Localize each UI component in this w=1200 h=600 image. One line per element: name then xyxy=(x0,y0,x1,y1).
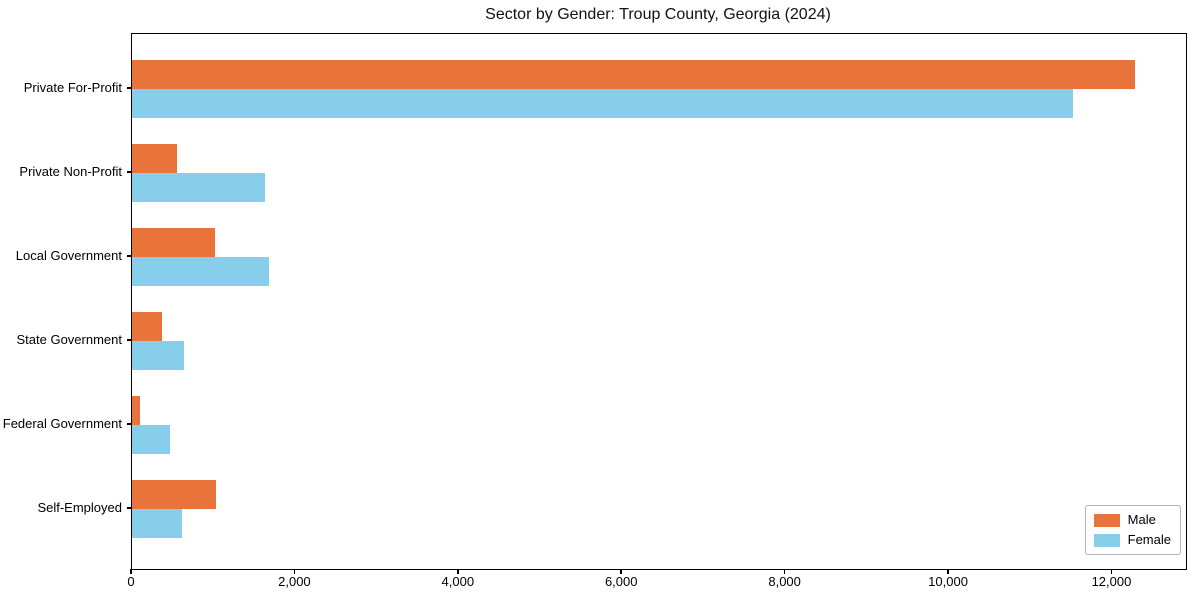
y-tick-mark xyxy=(127,339,132,341)
x-axis-tick-label: 10,000 xyxy=(928,574,968,589)
x-tick-mark xyxy=(293,569,296,574)
y-tick-mark xyxy=(127,171,132,173)
female-color-swatch xyxy=(1093,533,1120,547)
legend-item-female: Female xyxy=(1093,532,1171,547)
bar-female-federal-government xyxy=(132,425,171,454)
legend: Male Female xyxy=(1084,505,1181,555)
y-axis-label-private-non-profit: Private Non-Profit xyxy=(19,164,122,179)
x-tick-mark xyxy=(457,569,459,574)
bar-male-state-government xyxy=(132,312,163,341)
bar-female-private-for-profit xyxy=(132,89,1074,118)
x-axis-tick-label: 12,000 xyxy=(1091,574,1132,589)
bar-male-private-for-profit xyxy=(132,60,1135,89)
legend-item-male: Male xyxy=(1093,512,1171,527)
chart-title: Sector by Gender: Troup County, Georgia … xyxy=(485,6,831,23)
y-tick-mark xyxy=(127,507,132,509)
x-axis-tick-label: 4,000 xyxy=(441,574,475,589)
bar-male-local-government xyxy=(132,228,215,257)
x-tick-mark xyxy=(1110,569,1113,574)
x-tick-mark xyxy=(620,569,622,574)
legend-label-female: Female xyxy=(1127,532,1171,547)
bar-female-local-government xyxy=(132,257,270,286)
y-axis-label-state-government: State Government xyxy=(16,332,123,347)
y-axis-label-federal-government: Federal Government xyxy=(2,416,122,431)
y-tick-mark xyxy=(127,87,132,89)
y-tick-mark xyxy=(127,255,132,257)
legend-label-male: Male xyxy=(1127,512,1156,527)
bar-female-state-government xyxy=(132,341,185,370)
bar-female-private-non-profit xyxy=(132,173,266,202)
y-tick-mark xyxy=(127,423,132,425)
x-tick-mark xyxy=(783,569,786,574)
y-axis-label-local-government: Local Government xyxy=(15,248,122,263)
x-tick-mark xyxy=(947,569,949,574)
x-axis-tick-label: 0 xyxy=(127,574,135,589)
x-axis-tick-label: 6,000 xyxy=(604,574,638,589)
y-axis-label-self-employed: Self-Employed xyxy=(37,500,122,515)
bar-male-federal-government xyxy=(132,396,141,425)
bar-female-self-employed xyxy=(132,509,182,538)
x-axis-tick-label: 2,000 xyxy=(278,574,311,589)
x-tick-mark xyxy=(130,569,132,574)
bar-male-private-non-profit xyxy=(132,144,177,173)
y-axis-label-private-for-profit: Private For-Profit xyxy=(23,80,122,95)
x-axis-tick-label: 8,000 xyxy=(768,574,801,589)
male-color-swatch xyxy=(1093,513,1120,527)
bar-male-self-employed xyxy=(132,480,217,509)
plot-area: Male Female xyxy=(131,33,1187,570)
